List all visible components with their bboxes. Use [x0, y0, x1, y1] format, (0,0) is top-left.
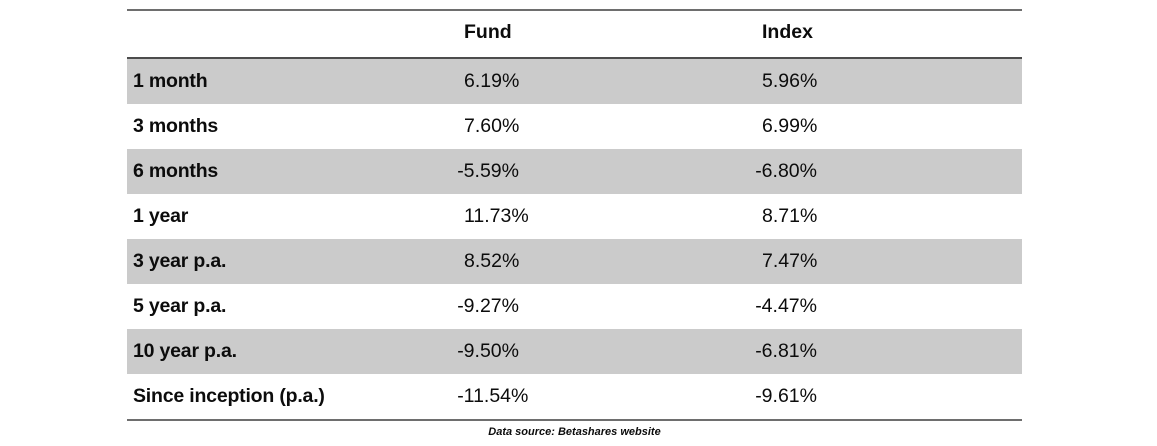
index-value: -6.81%: [755, 340, 817, 362]
table-row: Since inception (p.a.) -11.54% -9.61%: [127, 374, 1022, 419]
table-header-row: Fund Index: [127, 9, 1022, 57]
row-label: 6 months: [133, 160, 219, 182]
fund-value: 8.52%: [464, 250, 520, 272]
table-row: 1 month 6.19% 5.96%: [127, 59, 1022, 104]
index-value: -9.61%: [755, 385, 817, 407]
performance-table: Fund Index 1 month 6.19% 5.96% 3 months …: [127, 9, 1022, 421]
row-label: 10 year p.a.: [133, 340, 237, 362]
index-value: 7.47%: [762, 250, 818, 272]
index-value: -6.80%: [755, 160, 817, 182]
row-label: 3 year p.a.: [133, 250, 227, 272]
table-row: 3 year p.a. 8.52% 7.47%: [127, 239, 1022, 284]
row-label: 1 year: [133, 205, 189, 227]
table-row: 10 year p.a. -9.50% -6.81%: [127, 329, 1022, 374]
index-value: 6.99%: [762, 115, 818, 137]
row-label: 5 year p.a.: [133, 295, 227, 317]
row-label: Since inception (p.a.): [133, 385, 325, 407]
index-value: -4.47%: [755, 295, 817, 317]
fund-value: -9.50%: [457, 340, 519, 362]
fund-value: -9.27%: [457, 295, 519, 317]
table-row: 5 year p.a. -9.27% -4.47%: [127, 284, 1022, 329]
index-value: 5.96%: [762, 70, 818, 92]
row-label: 1 month: [133, 70, 208, 92]
data-source-note: Data source: Betashares website: [488, 426, 661, 438]
fund-value: -11.54%: [457, 385, 529, 407]
table-row: 3 months 7.60% 6.99%: [127, 104, 1022, 149]
index-value: 8.71%: [762, 205, 818, 227]
fund-value: 11.73%: [464, 205, 529, 227]
table-body: 1 month 6.19% 5.96% 3 months 7.60% 6.99%…: [127, 57, 1022, 421]
table-row: 6 months -5.59% -6.80%: [127, 149, 1022, 194]
row-label: 3 months: [133, 115, 219, 137]
fund-value: 7.60%: [464, 115, 520, 137]
column-header-index: Index: [762, 20, 813, 43]
fund-value: -5.59%: [457, 160, 519, 182]
fund-value: 6.19%: [464, 70, 520, 92]
table-row: 1 year 11.73% 8.71%: [127, 194, 1022, 239]
corner-cell: [127, 32, 464, 36]
column-header-fund: Fund: [464, 20, 512, 43]
